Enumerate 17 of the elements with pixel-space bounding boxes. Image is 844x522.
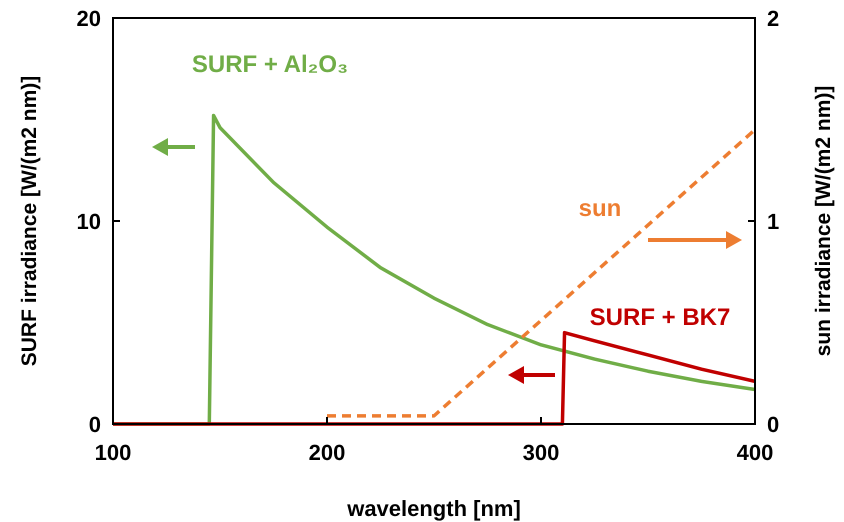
y-tick-label: 0	[88, 412, 101, 437]
series-label: SURF + BK7	[590, 304, 730, 331]
y2-axis-title: sun irradiance [W/(m2 nm)]	[812, 86, 835, 356]
x-axis-title: wavelength [nm]	[346, 496, 521, 521]
x-tick-label: 100	[94, 440, 132, 465]
y-tick-label: 20	[76, 6, 101, 31]
x-tick-label: 200	[308, 440, 346, 465]
series-label: SURF + Al₂O₃	[192, 51, 348, 78]
y-axis-title: SURF irradiance [W/(m2 nm)]	[18, 76, 41, 366]
line-series	[111, 330, 757, 426]
x-tick-label: 400	[736, 440, 774, 465]
series-label: sun	[578, 195, 622, 222]
y2-tick-label: 2	[767, 6, 780, 31]
y2-tick-label: 0	[767, 412, 780, 437]
y-tick-label: 10	[76, 209, 101, 234]
y2-tick-label: 1	[767, 209, 780, 234]
x-tick-label: 300	[522, 440, 560, 465]
